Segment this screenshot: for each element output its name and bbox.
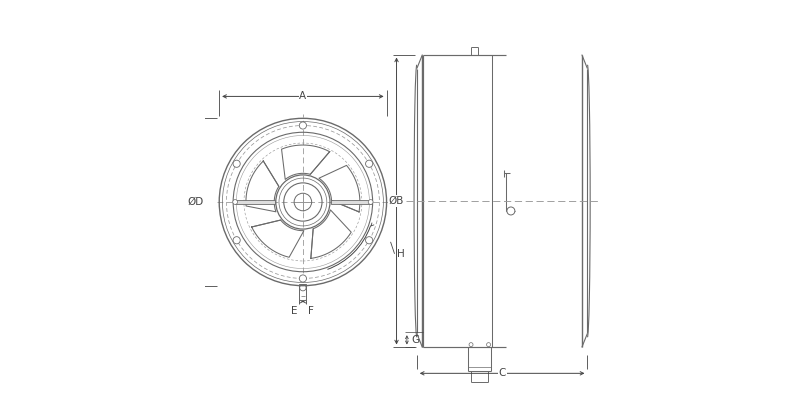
Circle shape <box>366 160 373 167</box>
Text: ØD: ØD <box>187 197 203 207</box>
Circle shape <box>486 343 490 347</box>
Text: ØB: ØB <box>389 196 404 206</box>
Text: E: E <box>291 305 298 316</box>
Circle shape <box>368 200 373 204</box>
Circle shape <box>366 237 373 244</box>
Polygon shape <box>331 200 371 204</box>
Text: G: G <box>411 335 419 345</box>
Text: F: F <box>307 305 314 316</box>
Circle shape <box>233 237 240 244</box>
Text: H: H <box>396 249 404 259</box>
Circle shape <box>469 343 473 347</box>
Circle shape <box>299 275 307 282</box>
Circle shape <box>233 200 238 204</box>
Text: C: C <box>498 368 506 378</box>
Text: A: A <box>299 91 307 101</box>
Circle shape <box>507 207 515 215</box>
Circle shape <box>299 122 307 129</box>
Circle shape <box>233 160 240 167</box>
Polygon shape <box>235 200 274 204</box>
